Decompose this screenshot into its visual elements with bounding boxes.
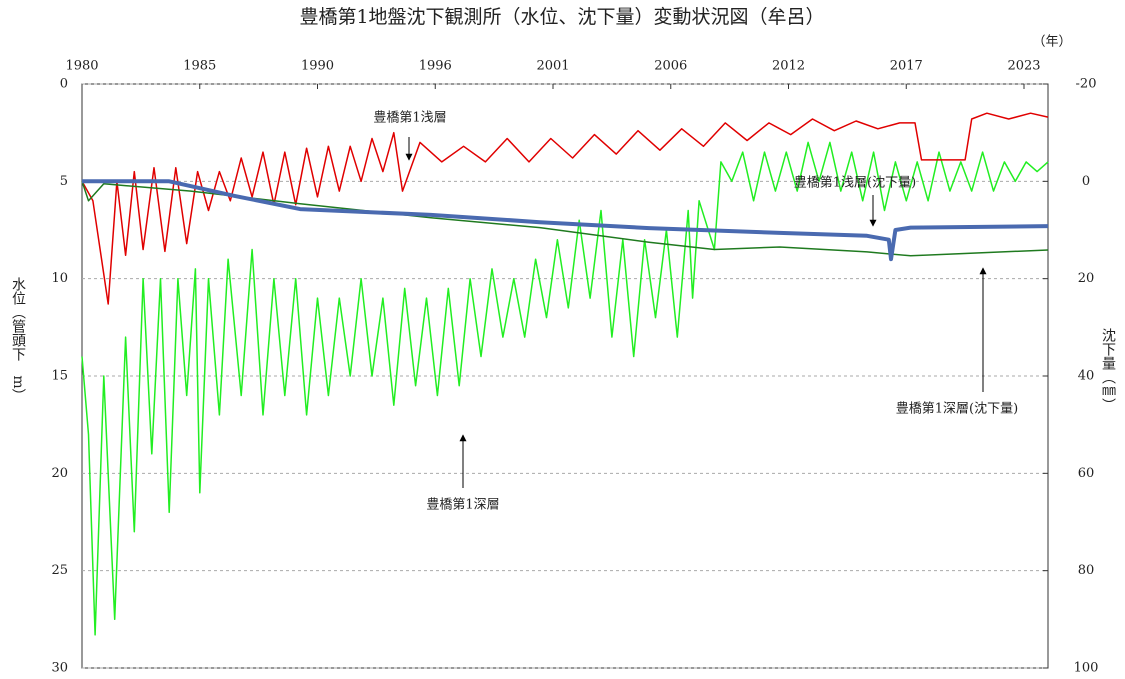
y-tick-label: 15 xyxy=(51,369,68,384)
y-tick-label: 10 xyxy=(51,271,68,286)
x-tick-label: 2017 xyxy=(890,59,923,74)
annotation: 豊橋第1深層 xyxy=(426,498,499,513)
y2-axis-label: 沈下量（㎜） xyxy=(1100,328,1116,412)
y-axis-label: 水位（管頭下 m） xyxy=(10,277,26,402)
plot-area xyxy=(81,83,1049,669)
y2-tick-label: 40 xyxy=(1078,369,1095,384)
y2-tick-label: 60 xyxy=(1078,466,1095,481)
y2-tick-label: 0 xyxy=(1082,174,1090,189)
x-tick-label: 2023 xyxy=(1007,59,1040,74)
x-tick-label: 2012 xyxy=(772,59,805,74)
y-tick-label: 0 xyxy=(60,77,68,92)
x-tick-label: 2006 xyxy=(654,59,687,74)
y2-tick-label: 20 xyxy=(1078,271,1095,286)
y-tick-label: 20 xyxy=(51,466,68,481)
y-tick-label: 30 xyxy=(51,661,68,676)
series-line xyxy=(82,179,1049,262)
series-line xyxy=(81,141,1049,636)
x-tick-label: 2001 xyxy=(536,59,569,74)
x-tick-label: 1990 xyxy=(301,59,334,74)
chart-title: 豊橋第1地盤沈下観測所（水位、沈下量）変動状況図（牟呂） xyxy=(299,6,824,28)
x-tick-label: 1985 xyxy=(183,59,216,74)
y2-tick-label: -20 xyxy=(1076,77,1097,92)
y-tick-label: 5 xyxy=(60,174,68,189)
y2-tick-label: 100 xyxy=(1074,661,1099,676)
annotation: 豊橋第1浅層(沈下量) xyxy=(794,176,916,191)
series-line xyxy=(81,112,1049,305)
annotation: 豊橋第1深層(沈下量) xyxy=(896,402,1018,417)
x-tick-label: 1980 xyxy=(65,59,98,74)
y-tick-label: 25 xyxy=(51,563,68,578)
x-unit: （年） xyxy=(1032,35,1071,50)
series-line xyxy=(81,181,1049,257)
annotation: 豊橋第1浅層 xyxy=(373,111,446,126)
y2-tick-label: 80 xyxy=(1078,563,1095,578)
x-tick-label: 1996 xyxy=(419,59,452,74)
